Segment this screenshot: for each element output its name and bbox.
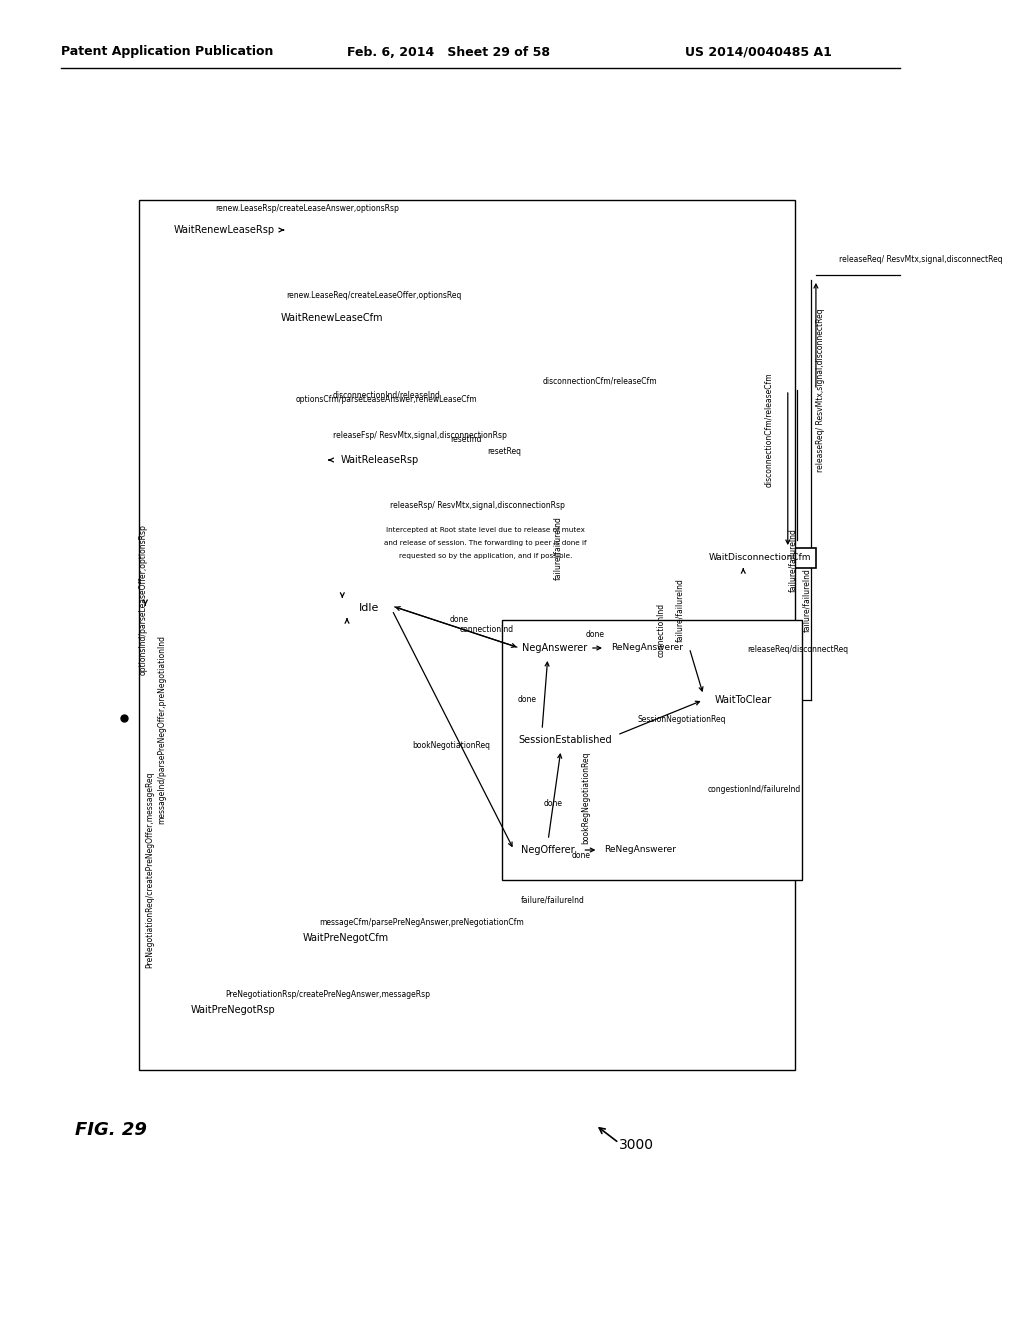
Text: PreNegotiationReq/createPreNegOffer,messageReq: PreNegotiationReq/createPreNegOffer,mess… — [145, 772, 155, 969]
Text: failure/failureInd: failure/failureInd — [553, 516, 562, 579]
Text: US 2014/0040485 A1: US 2014/0040485 A1 — [685, 45, 831, 58]
Text: done: done — [517, 696, 537, 705]
Text: done: done — [544, 799, 563, 808]
Text: messageInd/parsePreNegOffer,preNegotiationInd: messageInd/parsePreNegOffer,preNegotiati… — [158, 635, 167, 825]
Text: WaitRenewLeaseRsp: WaitRenewLeaseRsp — [174, 224, 274, 235]
Text: FIG. 29: FIG. 29 — [75, 1121, 146, 1139]
Text: NegOfferer: NegOfferer — [521, 845, 575, 855]
Text: releaseReq/ ResvMtx,signal,disconnectReq: releaseReq/ ResvMtx,signal,disconnectReq — [840, 256, 1002, 264]
Text: NegAnswerer: NegAnswerer — [522, 643, 588, 653]
FancyBboxPatch shape — [164, 220, 285, 240]
Text: Feb. 6, 2014   Sheet 29 of 58: Feb. 6, 2014 Sheet 29 of 58 — [347, 45, 550, 58]
Text: bookNegotiationReq: bookNegotiationReq — [413, 741, 490, 750]
Text: disconnectionCfm/releaseCfm: disconnectionCfm/releaseCfm — [543, 376, 657, 385]
Text: WaitReleaseRsp: WaitReleaseRsp — [341, 455, 419, 465]
Text: failure/failureInd: failure/failureInd — [675, 578, 684, 642]
FancyBboxPatch shape — [703, 548, 816, 568]
Text: failure/failureInd: failure/failureInd — [520, 895, 585, 904]
Text: Intercepted at Root state level due to release of mutex: Intercepted at Root state level due to r… — [386, 527, 585, 533]
Text: resetInd: resetInd — [451, 436, 481, 445]
Text: releaseReq/disconnectReq: releaseReq/disconnectReq — [748, 645, 849, 655]
Text: releaseRsp/ ResvMtx,signal,disconnectionRsp: releaseRsp/ ResvMtx,signal,disconnection… — [390, 502, 565, 510]
Text: done: done — [586, 630, 605, 639]
Text: failure/failureInd: failure/failureInd — [802, 568, 811, 632]
Text: requested so by the application, and if possible.: requested so by the application, and if … — [398, 553, 572, 558]
Text: disconnectionInd/releaseInd: disconnectionInd/releaseInd — [333, 391, 440, 400]
Text: done: done — [450, 615, 469, 624]
FancyBboxPatch shape — [703, 690, 783, 710]
FancyBboxPatch shape — [514, 840, 583, 861]
Text: 3000: 3000 — [618, 1138, 654, 1152]
Text: Patent Application Publication: Patent Application Publication — [61, 45, 273, 58]
FancyBboxPatch shape — [413, 520, 558, 578]
Text: failure/failureInd: failure/failureInd — [787, 528, 797, 591]
Text: releaseReq/ ResvMtx,signal,disconnectReq: releaseReq/ ResvMtx,signal,disconnectReq — [816, 308, 825, 471]
Text: releaseFsp/ ResvMtx,signal,disconnectionRsp: releaseFsp/ ResvMtx,signal,disconnection… — [333, 432, 507, 440]
Text: ReNegAnswerer: ReNegAnswerer — [604, 846, 677, 854]
FancyBboxPatch shape — [502, 620, 802, 880]
Text: connectionInd: connectionInd — [460, 626, 514, 635]
Text: connectionInd: connectionInd — [656, 603, 666, 657]
Text: bookRegNegotiationReq: bookRegNegotiationReq — [582, 752, 591, 845]
Text: Idle: Idle — [358, 603, 379, 612]
Text: optionsInd/parseLeaseOffer,optionsRsp: optionsInd/parseLeaseOffer,optionsRsp — [139, 524, 147, 676]
Text: SessionNegotiationReq: SessionNegotiationReq — [638, 715, 726, 725]
FancyBboxPatch shape — [272, 308, 392, 327]
Text: resetReq: resetReq — [487, 447, 521, 457]
Text: disconnectionCfm/releaseCfm: disconnectionCfm/releaseCfm — [765, 372, 773, 487]
FancyBboxPatch shape — [598, 840, 683, 861]
Text: SessionEstablished: SessionEstablished — [519, 735, 612, 744]
Text: PreNegotiationRsp/createPreNegAnswer,messageRsp: PreNegotiationRsp/createPreNegAnswer,mes… — [225, 990, 430, 999]
Text: optionsCfm/parseLeaseAnswer,renewLeaseCfm: optionsCfm/parseLeaseAnswer,renewLeaseCf… — [295, 396, 477, 404]
FancyBboxPatch shape — [345, 598, 392, 618]
FancyBboxPatch shape — [519, 638, 590, 657]
Text: congestionInd/failureInd: congestionInd/failureInd — [708, 785, 802, 795]
FancyBboxPatch shape — [139, 201, 796, 1071]
FancyBboxPatch shape — [605, 638, 689, 657]
Text: WaitToClear: WaitToClear — [715, 696, 772, 705]
Text: and release of session. The forwarding to peer is done if: and release of session. The forwarding t… — [384, 540, 587, 546]
FancyBboxPatch shape — [291, 928, 401, 948]
FancyBboxPatch shape — [329, 450, 431, 470]
Text: WaitPreNegotCfm: WaitPreNegotCfm — [303, 933, 389, 942]
FancyBboxPatch shape — [178, 1001, 289, 1020]
Text: renew.LeaseReq/createLeaseOffer,optionsReq: renew.LeaseReq/createLeaseOffer,optionsR… — [286, 290, 462, 300]
Text: WaitDisconnectionCfm: WaitDisconnectionCfm — [709, 553, 811, 562]
Text: WaitPreNegotRsp: WaitPreNegotRsp — [191, 1005, 275, 1015]
Text: messageCfm/parsePreNegAnswer,preNegotiationCfm: messageCfm/parsePreNegAnswer,preNegotiat… — [318, 917, 523, 927]
Text: done: done — [572, 850, 591, 859]
FancyBboxPatch shape — [514, 730, 617, 750]
Text: renew.LeaseRsp/createLeaseAnswer,optionsRsp: renew.LeaseRsp/createLeaseAnswer,options… — [216, 205, 399, 213]
Text: WaitRenewLeaseCfm: WaitRenewLeaseCfm — [281, 313, 383, 323]
Text: ReNegAnswerer: ReNegAnswerer — [611, 644, 683, 652]
